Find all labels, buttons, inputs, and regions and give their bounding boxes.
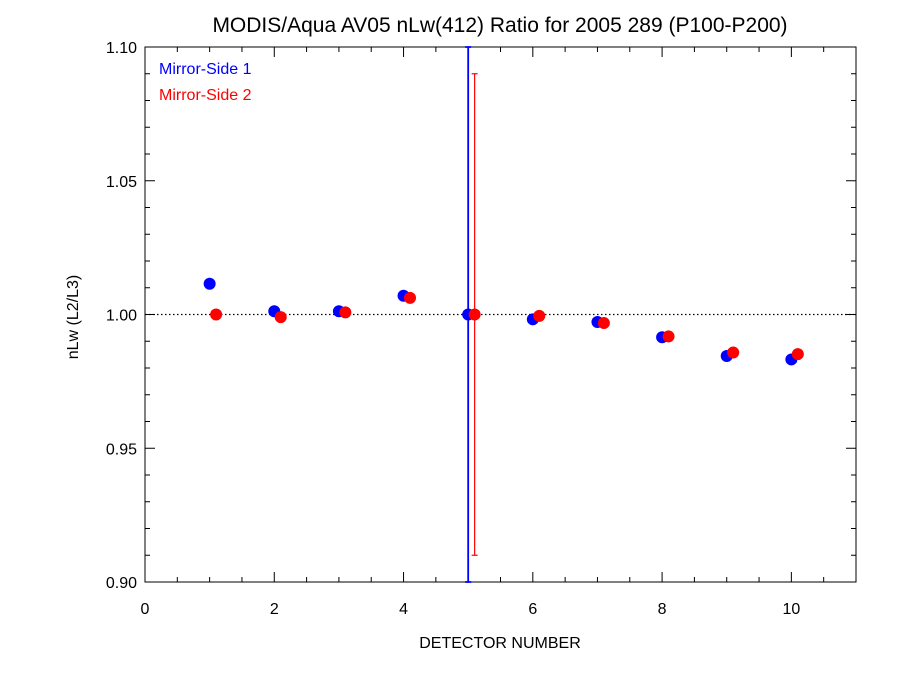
mirror-side-1-point (203, 277, 216, 290)
y-tick-label: 1.10 (106, 40, 137, 57)
legend-entry-1: Mirror-Side 1 (159, 61, 252, 78)
y-tick-label: 0.90 (106, 575, 137, 592)
legend-entry-2: Mirror-Side 2 (159, 87, 252, 104)
mirror-side-2-point (597, 317, 610, 330)
mirror-side-2-point (727, 346, 740, 359)
chart-title: MODIS/Aqua AV05 nLw(412) Ratio for 2005 … (212, 14, 787, 37)
plot-area (144, 46, 857, 583)
mirror-side-2-point (468, 308, 481, 321)
x-tick-label: 10 (782, 601, 800, 618)
mirror-side-2-point (339, 306, 352, 319)
mirror-side-2-point (791, 348, 804, 361)
mirror-side-2-point (662, 330, 675, 343)
x-tick-label: 0 (141, 601, 150, 618)
x-axis-label: DETECTOR NUMBER (419, 635, 581, 652)
y-axis-label: nLw (L2/L3) (65, 275, 82, 360)
data-marks (203, 46, 804, 583)
x-tick-label: 2 (270, 601, 279, 618)
legend: Mirror-Side 1 Mirror-Side 2 (159, 61, 252, 104)
x-tick-label: 6 (528, 601, 537, 618)
axis-ticks: 0 2 4 6 8 10 0.90 0.95 1.00 1.05 1.10 (106, 40, 857, 618)
mirror-side-2-point (274, 311, 287, 324)
y-tick-label: 1.05 (106, 174, 137, 191)
x-tick-label: 4 (399, 601, 408, 618)
y-tick-label: 0.95 (106, 441, 137, 458)
y-tick-label: 1.00 (106, 308, 137, 325)
mirror-side-2-point (210, 308, 223, 321)
x-tick-label: 8 (658, 601, 667, 618)
mirror-side-2-point (404, 291, 417, 304)
mirror-side-2-point (533, 309, 546, 322)
